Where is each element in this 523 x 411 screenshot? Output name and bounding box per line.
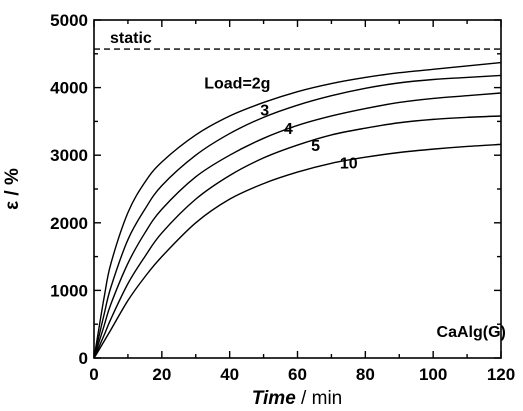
series-line-0 bbox=[93, 61, 502, 359]
y-axis-label: ε / % bbox=[2, 168, 23, 210]
annotation-label: 5 bbox=[311, 138, 320, 155]
series-line-2 bbox=[93, 92, 502, 359]
annotation-label: Load=2g bbox=[204, 75, 270, 92]
annotation-label: 10 bbox=[340, 156, 358, 173]
x-tick-label: 20 bbox=[152, 365, 171, 384]
y-tick-label: 5000 bbox=[50, 11, 88, 30]
x-tick-label: 0 bbox=[89, 365, 98, 384]
annotation-label: 3 bbox=[260, 102, 269, 119]
plot-frame bbox=[93, 19, 502, 359]
x-tick-label: 60 bbox=[288, 365, 307, 384]
tick-labels: 0 20 40 60 80 100 120 0 1000 2000 3000 4000 5000 bbox=[50, 11, 515, 384]
x-axis-label-unit: / min bbox=[296, 388, 342, 409]
static-label: static bbox=[110, 30, 152, 47]
x-axis-label-name: Time bbox=[252, 388, 296, 409]
y-tick-label: 3000 bbox=[50, 146, 88, 165]
series-line-1 bbox=[93, 74, 502, 359]
reference-layer: static bbox=[94, 30, 501, 50]
x-tick-label: 100 bbox=[419, 365, 447, 384]
y-tick-label: 2000 bbox=[50, 214, 88, 233]
series-layer bbox=[93, 61, 502, 359]
x-axis-label: Time / min bbox=[252, 388, 342, 409]
annotation-layer: Load=2g 34 5 10 CaAlg(G) bbox=[204, 75, 506, 341]
axis-ticks bbox=[93, 19, 502, 359]
x-tick-label: 40 bbox=[220, 365, 239, 384]
series-line-3 bbox=[93, 115, 502, 359]
series-line-4 bbox=[93, 143, 502, 359]
y-tick-label: 4000 bbox=[50, 79, 88, 98]
y-tick-label: 0 bbox=[79, 349, 88, 368]
y-tick-label: 1000 bbox=[50, 281, 88, 300]
x-tick-label: 120 bbox=[487, 365, 515, 384]
x-tick-label: 80 bbox=[356, 365, 375, 384]
annotation-label: CaAlg(G) bbox=[437, 324, 506, 341]
annotation-label: 4 bbox=[284, 121, 293, 138]
